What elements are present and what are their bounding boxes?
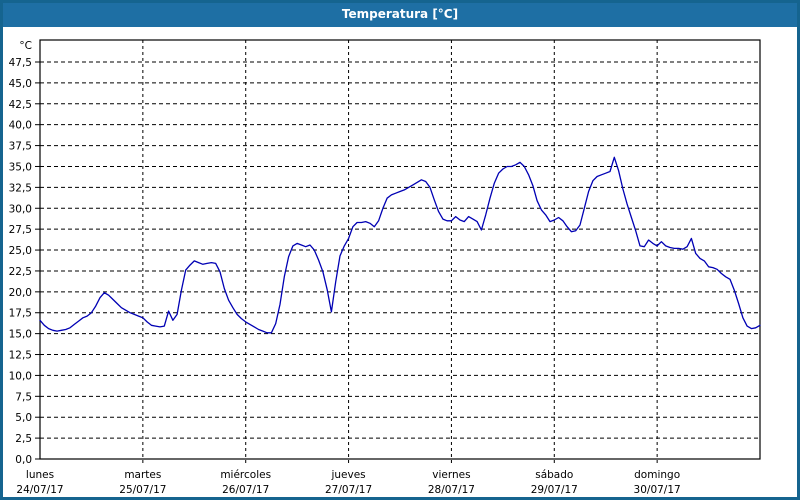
y-axis-tick-label: 22,5	[9, 266, 32, 278]
y-axis-tick-label: 17,5	[9, 308, 32, 320]
y-axis-tick-label: 47,5	[9, 57, 32, 69]
x-axis-day-label: viernes	[432, 469, 470, 481]
y-axis-tick-label: 25,0	[9, 245, 32, 257]
x-axis-day-label: miércoles	[220, 469, 271, 481]
y-axis-tick-label: 10,0	[9, 370, 32, 382]
y-axis-tick-label: 12,5	[9, 350, 32, 362]
y-axis-tick-label: 45,0	[9, 78, 32, 90]
x-axis-date-label: 29/07/17	[531, 484, 578, 496]
y-axis-tick-label: 20,0	[9, 287, 32, 299]
plot-background	[40, 40, 760, 459]
y-axis-tick-label: 40,0	[9, 120, 32, 132]
y-axis-tick-label: 27,5	[9, 224, 32, 236]
x-axis-date-label: 27/07/17	[325, 484, 372, 496]
y-axis-tick-label: 30,0	[9, 203, 32, 215]
x-axis-day-label: domingo	[634, 469, 680, 481]
y-axis-tick-label: 0,0	[15, 454, 32, 466]
title-bar[interactable]: Temperatura [°C]	[3, 3, 797, 27]
y-axis-tick-label: 35,0	[9, 161, 32, 173]
x-axis-day-label: martes	[124, 469, 161, 481]
chart-title: Temperatura [°C]	[341, 7, 459, 21]
y-axis-tick-label: 2,5	[15, 433, 32, 445]
x-axis-day-label: sábado	[535, 469, 573, 481]
y-axis-tick-label: 32,5	[9, 182, 32, 194]
y-axis-tick-label: 37,5	[9, 141, 32, 153]
x-axis-date-label: 24/07/17	[16, 484, 63, 496]
plot-border	[39, 39, 761, 460]
y-axis-tick-label: 5,0	[15, 412, 32, 424]
x-axis-date-label: 30/07/17	[634, 484, 681, 496]
y-axis-tick-label: 15,0	[9, 329, 32, 341]
x-axis-date-label: 26/07/17	[222, 484, 269, 496]
chart-canvas: 0,0 2,5 5,0 7,5 10,0 12,5 15,0 17,5 20,0 22,5 25,0…	[9, 39, 761, 496]
y-axis-tick-label: 7,5	[15, 391, 32, 403]
x-axis-day-label: jueves	[330, 469, 365, 481]
x-axis-date-label: 25/07/17	[119, 484, 166, 496]
x-axis-day-label: lunes	[26, 469, 54, 481]
y-axis-unit-label: °C	[19, 40, 32, 52]
y-axis-tick-label: 42,5	[9, 99, 32, 111]
temperature-line	[39, 156, 761, 334]
x-axis-date-label: 28/07/17	[428, 484, 475, 496]
temperature-chart: 0,0 2,5 5,0 7,5 10,0 12,5 15,0 17,5 20,0 22,5 25,0…	[3, 27, 797, 497]
